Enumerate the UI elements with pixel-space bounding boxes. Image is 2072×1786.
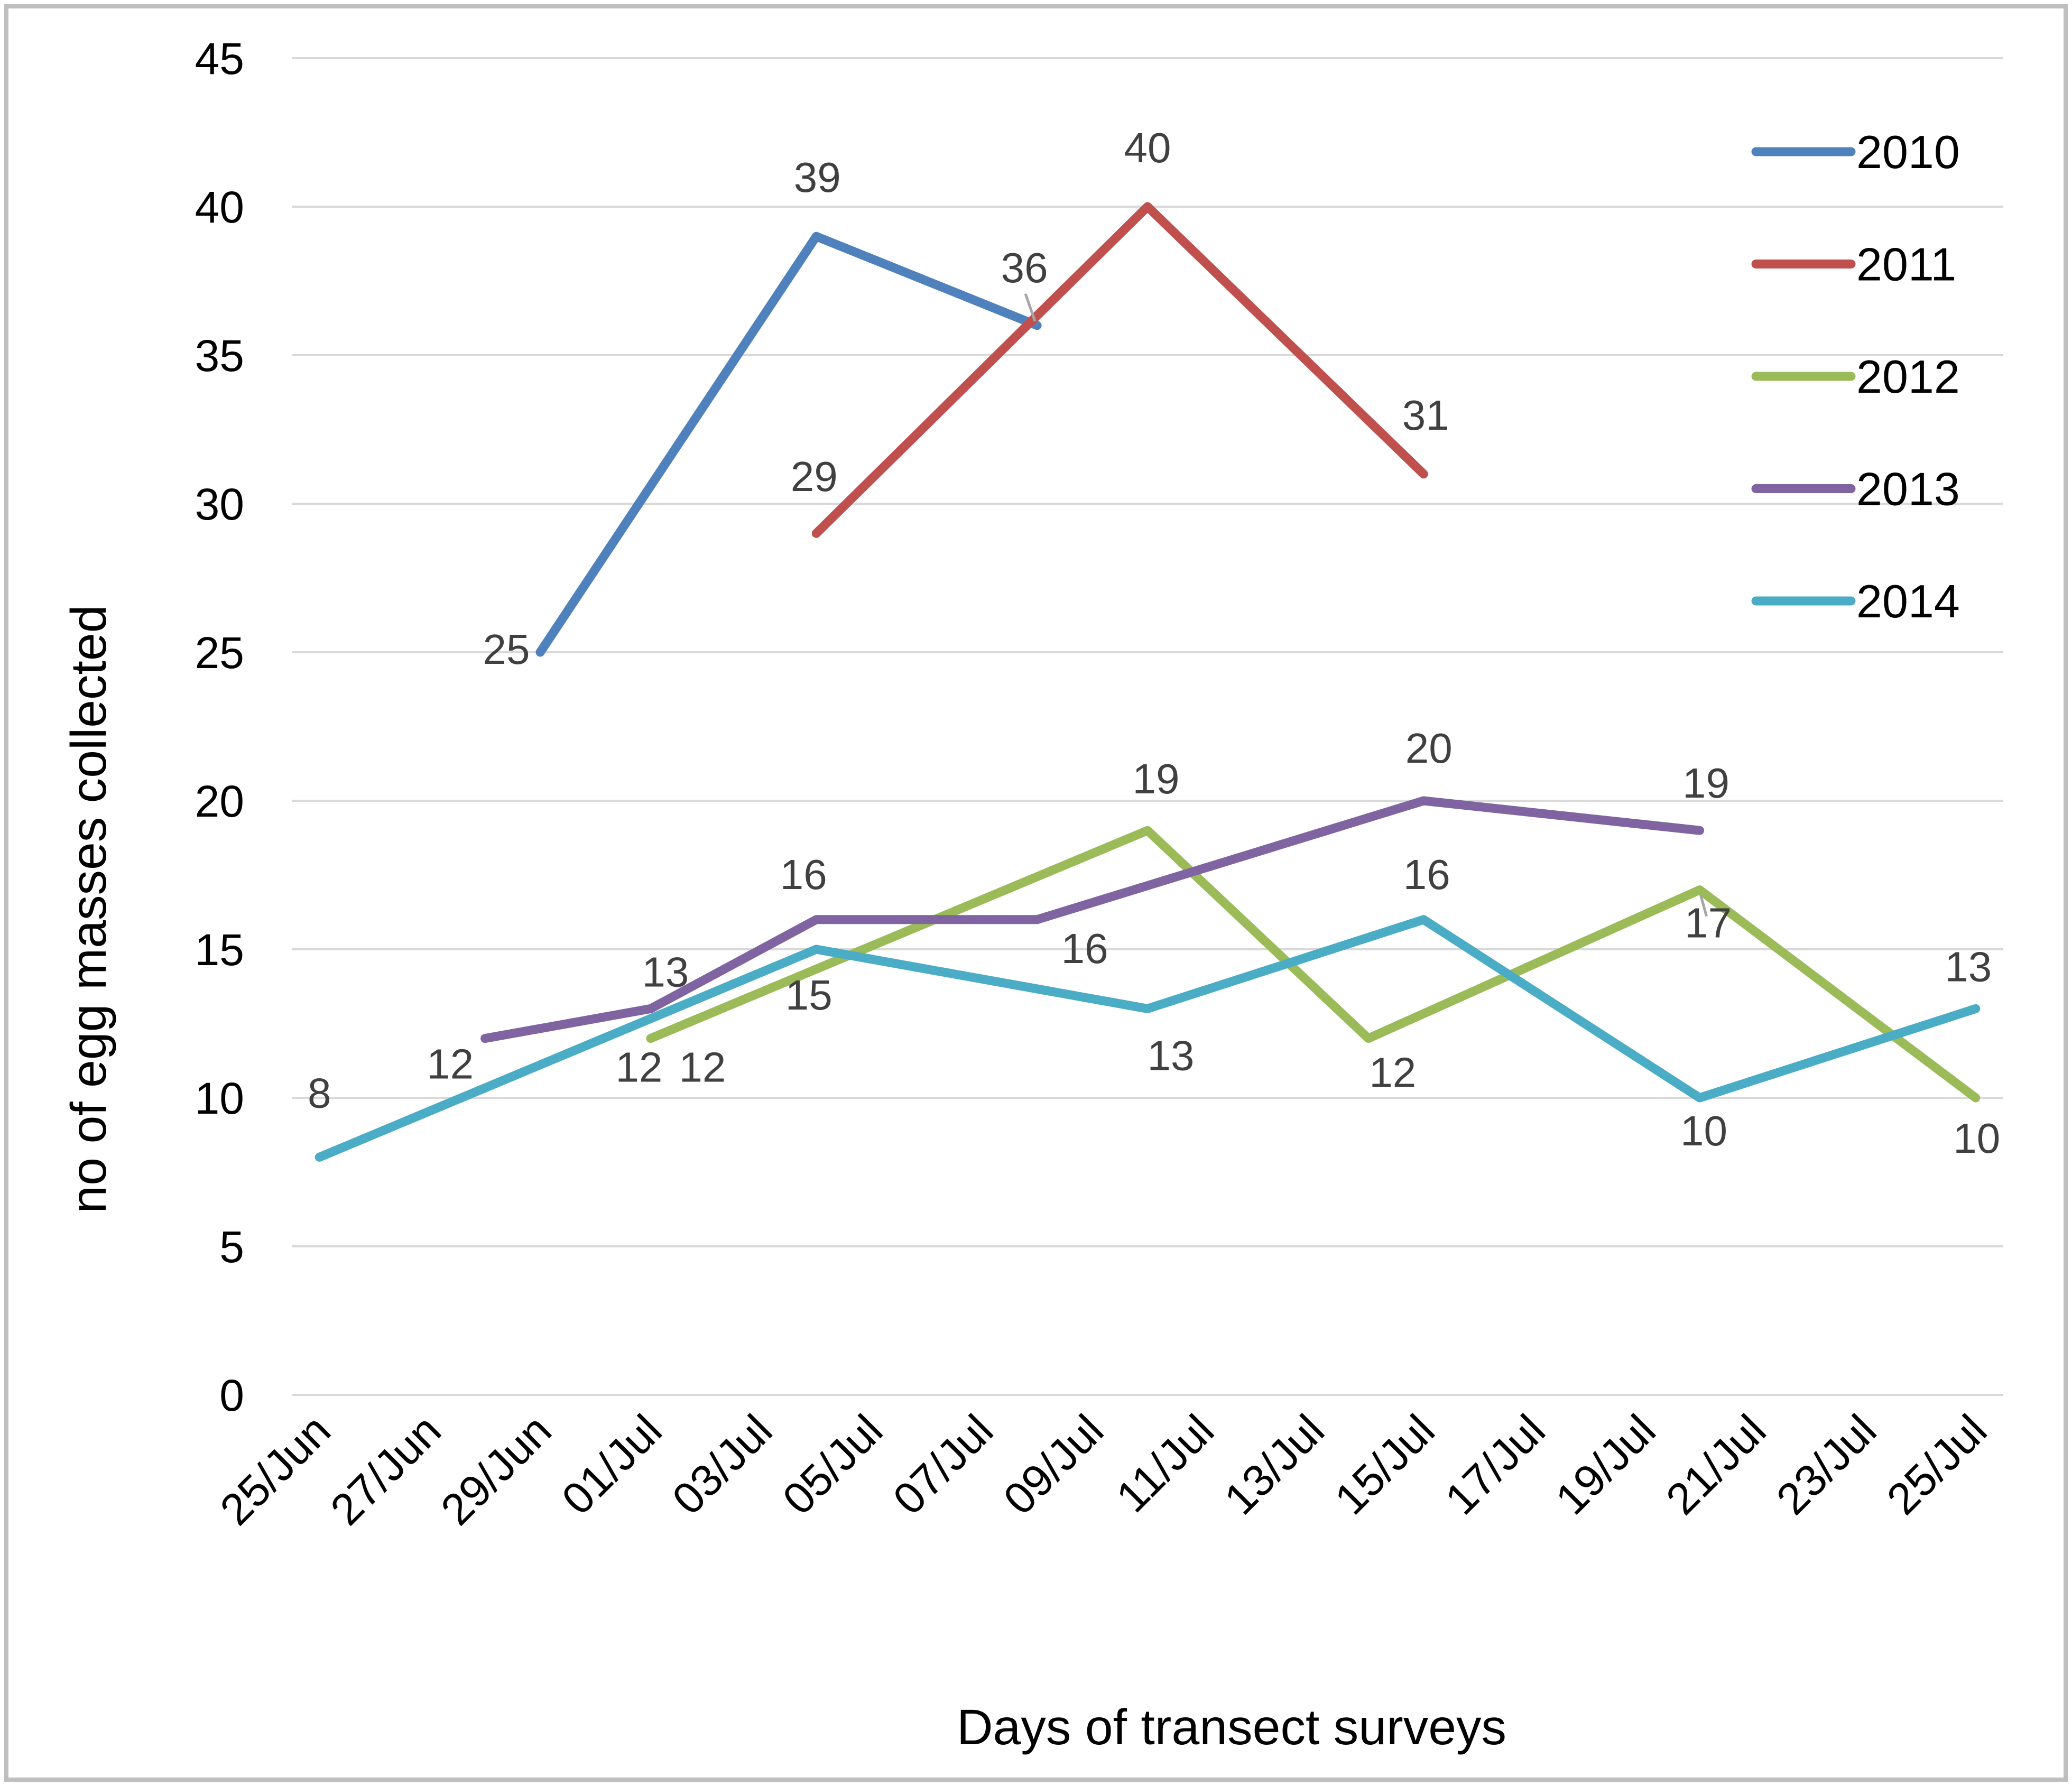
series-line-2012 <box>646 826 1981 1103</box>
data-label-2013-20/Jul: 19 <box>1682 760 1729 807</box>
y-tick-label: 15 <box>195 925 244 975</box>
series-line-2011 <box>811 202 1428 538</box>
data-labels: 25 39 36 29 40 31 12 12 19 12 17 10 12 13 16 16 20 19 8 15 1… <box>308 124 2000 1162</box>
data-label-2012-14/Jul: 12 <box>1369 1049 1416 1096</box>
data-label-2010-04/Jul: 39 <box>794 154 841 201</box>
x-tick-label: 21/Jul <box>1657 1405 1775 1524</box>
legend-label-2012: 2012 <box>1856 350 1960 403</box>
data-label-2012-01/Jul: 12 <box>615 1044 662 1091</box>
data-label-2013-15/Jul: 20 <box>1405 725 1453 772</box>
series-line-2010 <box>535 232 1042 657</box>
label-leader-line <box>1024 293 1037 322</box>
y-tick-label: 30 <box>195 479 244 529</box>
x-tick-label: 09/Jul <box>994 1405 1113 1524</box>
y-tick-label: 35 <box>195 331 244 381</box>
data-label-2010-08/Jul: 36 <box>1001 244 1048 291</box>
data-label-2014-25/Jul: 13 <box>1945 943 1992 990</box>
x-tick-label: 03/Jul <box>663 1405 782 1524</box>
data-label-2014-20/Jul: 10 <box>1680 1107 1727 1154</box>
data-label-2012-10/Jul: 19 <box>1133 755 1180 802</box>
data-label-2011-15/Jul: 31 <box>1402 392 1449 439</box>
legend-label-2013: 2013 <box>1856 463 1960 515</box>
y-tick-label: 5 <box>219 1222 244 1272</box>
data-label-2012-01/Jul: 12 <box>679 1044 726 1091</box>
x-tick-label: 19/Jul <box>1546 1405 1665 1524</box>
x-tick-label: 29/Jun <box>431 1405 561 1534</box>
y-tick-label: 20 <box>195 776 244 826</box>
x-tick-label: 11/Jul <box>1107 1405 1224 1522</box>
x-tick-label: 23/Jul <box>1767 1405 1886 1524</box>
y-tick-label: 40 <box>195 182 244 232</box>
y-tick-label: 25 <box>195 628 244 678</box>
y-tick-label: 0 <box>219 1371 244 1420</box>
x-tick-label: 27/Jun <box>321 1405 450 1534</box>
data-label-2014-10/Jul: 13 <box>1148 1032 1195 1079</box>
data-label-2014-25/Jun: 8 <box>308 1069 331 1116</box>
data-label-2012-25/Jul: 10 <box>1953 1115 2000 1162</box>
x-tick-label: 17/Jul <box>1436 1405 1555 1524</box>
legend-label-2014: 2014 <box>1856 575 1960 627</box>
data-label-2012-20/Jul: 17 <box>1685 900 1732 947</box>
series-line-2014 <box>314 915 1981 1162</box>
data-label-2013-01/Jul: 13 <box>642 948 689 995</box>
x-tick-label: 13/Jul <box>1215 1405 1334 1524</box>
legend-entry-2010: 2010 <box>1751 126 1960 178</box>
chart-border <box>4 4 2068 1782</box>
y-axis-tick-labels: 0 5 10 15 20 25 30 35 40 45 <box>195 34 244 1420</box>
data-label-2011-04/Jul: 29 <box>791 453 838 500</box>
y-tick-label: 10 <box>195 1074 244 1123</box>
legend-entry-2014: 2014 <box>1751 575 1960 627</box>
label-leader-line <box>1699 894 1708 917</box>
legend-entry-2012: 2012 <box>1751 350 1960 403</box>
x-tick-label: 05/Jul <box>773 1405 892 1524</box>
y-tick-label: 45 <box>195 34 244 84</box>
series-line-2013 <box>480 796 1705 1043</box>
x-axis-tick-labels: 25/Jun27/Jun29/Jun01/Jul03/Jul05/Jul07/J… <box>210 1405 1996 1534</box>
x-tick-label: 07/Jul <box>883 1405 1002 1524</box>
legend-entry-2013: 2013 <box>1751 463 1960 515</box>
legend-entry-2011: 2011 <box>1751 238 1956 291</box>
leader-lines <box>1024 293 1708 917</box>
x-axis-title: Days of transect surveys <box>957 1699 1506 1755</box>
legend-label-2010: 2010 <box>1856 126 1960 178</box>
data-label-2013-04/Jul: 16 <box>780 851 827 898</box>
series-lines <box>314 202 1981 1162</box>
gridlines <box>292 57 2003 1396</box>
legend-label-2011: 2011 <box>1856 238 1956 291</box>
y-axis-title: no of egg masses collected <box>61 605 117 1213</box>
x-tick-label: 15/Jul <box>1325 1405 1444 1524</box>
data-label-2013-28/Jun: 12 <box>427 1041 474 1088</box>
data-label-2013-08/Jul: 16 <box>1061 925 1108 972</box>
x-tick-label: 25/Jun <box>210 1405 340 1534</box>
data-label-2014-15/Jul: 16 <box>1403 851 1450 898</box>
legend: 2010 2011 2012 2013 2014 <box>1751 126 1960 627</box>
x-tick-label: 25/Jul <box>1877 1405 1996 1524</box>
data-label-2011-10/Jul: 40 <box>1124 124 1171 171</box>
x-tick-label: 01/Jul <box>552 1405 671 1524</box>
data-label-2014-04/Jul: 15 <box>785 971 832 1019</box>
data-label-2010-29/Jun: 25 <box>483 626 530 673</box>
